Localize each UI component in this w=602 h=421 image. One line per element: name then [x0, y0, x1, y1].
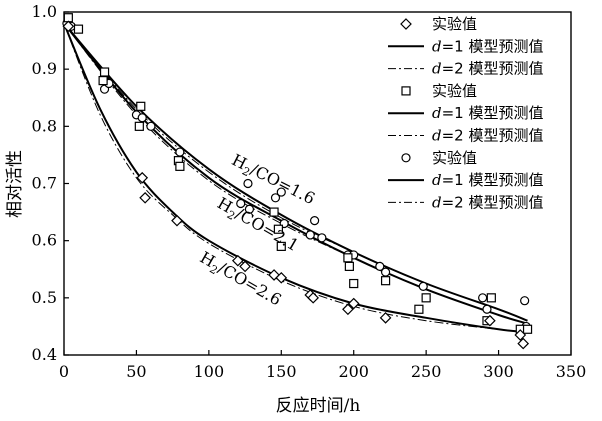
data-point	[175, 161, 185, 171]
data-point	[343, 253, 353, 263]
data-point	[137, 113, 147, 123]
data-point	[379, 311, 392, 324]
x-tick-label: 250	[411, 362, 442, 381]
data-point	[134, 121, 144, 131]
x-axis-title: 反应时间/h	[276, 396, 361, 416]
data-point	[276, 241, 286, 251]
model-d2-curve	[63, 23, 528, 333]
legend-label: d=1 模型预测值	[432, 171, 544, 189]
data-point	[375, 261, 385, 271]
model-d2-curve	[63, 23, 528, 322]
data-points	[62, 13, 533, 350]
data-point	[418, 281, 428, 291]
data-point	[136, 101, 146, 111]
x-tick-label: 0	[59, 362, 69, 381]
data-point	[244, 204, 255, 214]
data-point	[517, 337, 530, 350]
data-point	[414, 304, 424, 314]
data-point	[171, 214, 183, 227]
data-point	[273, 224, 283, 234]
data-point	[136, 171, 149, 184]
y-tick-label: 0.7	[32, 174, 57, 193]
data-point	[62, 20, 75, 33]
data-point	[421, 293, 431, 303]
data-point	[139, 191, 151, 204]
legend-marker	[401, 86, 411, 96]
data-point	[73, 24, 84, 34]
legend-label: d=1 模型预测值	[432, 37, 544, 55]
legend-marker	[401, 153, 411, 163]
data-point	[380, 276, 391, 286]
data-point	[146, 121, 156, 131]
x-tick-label: 50	[126, 362, 146, 381]
data-point	[486, 293, 496, 303]
data-point	[236, 198, 246, 209]
data-point	[520, 296, 530, 306]
legend-label: d=2 模型预测值	[432, 60, 544, 78]
data-point	[243, 178, 253, 189]
data-point	[276, 187, 286, 197]
data-point	[310, 216, 320, 226]
data-point	[99, 67, 110, 77]
legend-label: 实验值	[432, 82, 477, 100]
data-point	[342, 303, 354, 316]
data-point	[307, 291, 320, 304]
legend-label: d=1 模型预测值	[432, 104, 544, 122]
data-point	[231, 254, 244, 267]
x-tick-label: 150	[266, 362, 297, 381]
y-axis-title: 相对活性	[5, 150, 25, 218]
data-point	[175, 147, 185, 157]
axis-ticks: 0 50 100 150 200 250 300 350 0.4 0.5 0.6 0.7 0.8 0.9 1…	[32, 2, 587, 381]
legend-label: 实验值	[432, 149, 477, 167]
legend-marker	[400, 18, 412, 30]
data-point	[98, 75, 108, 86]
legend-label: d=2 模型预测值	[432, 127, 544, 145]
data-point	[305, 230, 315, 240]
x-tick-label: 300	[483, 362, 514, 381]
y-tick-label: 0.8	[32, 116, 57, 135]
y-tick-label: 0.6	[32, 231, 57, 250]
y-tick-label: 0.9	[32, 59, 57, 78]
data-point	[484, 314, 496, 327]
data-point	[478, 293, 488, 303]
data-point	[269, 207, 279, 217]
data-point	[317, 233, 327, 243]
data-point	[347, 297, 360, 310]
data-point	[514, 329, 527, 341]
y-tick-label: 1.0	[32, 2, 57, 21]
data-point	[344, 261, 354, 271]
legend-label: 实验值	[432, 15, 477, 33]
x-tick-label: 200	[338, 362, 369, 381]
data-point	[349, 278, 359, 289]
data-point	[482, 304, 492, 314]
x-tick-label: 350	[556, 362, 587, 381]
data-point	[522, 324, 533, 334]
data-point	[380, 267, 391, 277]
legend-label: d=2 模型预测值	[432, 193, 544, 211]
x-tick-label: 100	[194, 362, 225, 381]
y-tick-label: 0.5	[32, 288, 57, 307]
data-point	[275, 271, 288, 284]
model-d1-curve	[63, 23, 528, 334]
data-point	[239, 260, 251, 273]
y-tick-label: 0.4	[32, 345, 57, 364]
data-point	[270, 193, 281, 203]
